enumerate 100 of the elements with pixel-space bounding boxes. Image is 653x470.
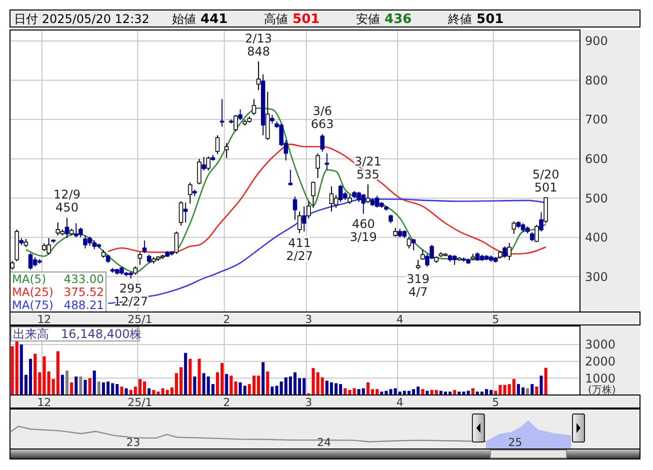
candlestick: [297, 210, 302, 234]
candlestick: [406, 236, 412, 249]
y-tick-label: 300: [585, 270, 608, 284]
candlestick: [507, 242, 512, 261]
candlestick: [220, 98, 224, 128]
x-tick-label: 4: [396, 396, 404, 409]
candlestick: [178, 200, 184, 226]
chart-title: 出来高 16,148,400株: [13, 327, 142, 341]
bar: [65, 370, 69, 395]
x-tick-label: 12: [37, 396, 52, 409]
candlestick: [502, 246, 507, 258]
y-tick-label: 2000: [585, 354, 616, 369]
x-tick-label: 5: [492, 313, 500, 326]
candlestick: [256, 60, 261, 91]
bar: [512, 379, 516, 395]
candlestick: [252, 98, 256, 116]
candlestick: [188, 182, 192, 204]
bar: [270, 386, 274, 395]
bar: [88, 378, 92, 395]
y-tick-label: 600: [585, 152, 608, 166]
chart-title: 日付 2025/05/20 12:32: [14, 12, 150, 26]
candlestick: [28, 252, 33, 270]
bar: [193, 376, 196, 395]
text: 安値 436: [356, 12, 412, 27]
bar: [530, 384, 534, 395]
bar: [266, 371, 270, 395]
x-tick-label: 2: [223, 396, 230, 409]
candlestick: [348, 194, 352, 204]
bar: [184, 352, 188, 395]
bar: [535, 386, 538, 395]
bar: [92, 370, 96, 395]
annotation: 411 2/27: [286, 236, 314, 264]
text: MA(25) 375.52: [12, 285, 104, 299]
bar: [230, 376, 233, 395]
candlestick: [320, 134, 324, 152]
bar: [198, 358, 201, 395]
x-tick-label: 3: [305, 396, 312, 409]
y-tick-label: 700: [585, 112, 608, 127]
x-tick-label: 4: [396, 313, 404, 326]
text: 始値 441: [172, 12, 228, 27]
series-label: MA(75) 488.21: [12, 298, 104, 312]
candlestick: [142, 240, 147, 254]
candlestick: [224, 142, 229, 159]
text: 高値 501: [264, 12, 320, 27]
bar: [521, 387, 525, 395]
text: 終値 501: [447, 12, 504, 27]
candlestick: [452, 254, 457, 266]
candlestick: [138, 252, 142, 266]
annotation: 460 3/19: [350, 216, 377, 244]
x-tick-label: 23: [126, 436, 140, 449]
candlestick: [215, 134, 220, 155]
candlestick: [512, 220, 516, 234]
annotation: 2/13 848: [245, 31, 272, 58]
bar: [293, 372, 297, 395]
candlestick: [534, 224, 539, 243]
annotation: 3/6 663: [310, 104, 334, 132]
bar: [188, 358, 192, 395]
annotation: 319 4/7: [406, 272, 430, 300]
annotation: 5/20 501: [532, 168, 560, 195]
candlestick: [316, 152, 320, 179]
bar: [179, 367, 183, 395]
candlestick: [539, 212, 544, 232]
y-tick-label: 500: [585, 191, 608, 206]
bar: [544, 368, 548, 395]
bar: [421, 389, 424, 395]
candlestick: [334, 194, 338, 208]
bar: [120, 386, 124, 395]
candlestick: [292, 196, 298, 220]
x-tick-label: 12: [37, 313, 52, 326]
bar: [74, 376, 78, 395]
candlestick: [366, 184, 370, 204]
candlestick: [56, 222, 60, 236]
y-axis-title: (万株): [588, 384, 616, 396]
candlestick: [238, 108, 242, 120]
bar: [70, 382, 74, 395]
candlestick: [234, 114, 238, 132]
bar: [243, 386, 246, 395]
y-tick-label: 400: [585, 230, 608, 245]
bar: [540, 376, 543, 395]
annotation: 12/9 450: [54, 188, 80, 215]
bar: [84, 380, 87, 395]
candlestick: [420, 249, 425, 260]
bar: [79, 376, 82, 395]
candlestick: [206, 156, 210, 172]
candlestick: [324, 152, 330, 170]
bar: [262, 362, 265, 395]
x-tick-label: 25: [508, 436, 522, 449]
text: MA(5) 433.00: [12, 272, 104, 286]
candlestick: [329, 186, 334, 212]
y-tick-label: 900: [585, 34, 608, 48]
y-tick-label: 1000: [585, 371, 616, 386]
candlestick: [202, 156, 206, 172]
y-tick-label: 3000: [585, 338, 616, 352]
candlestick: [530, 232, 534, 242]
candlestick: [302, 206, 306, 232]
candlestick: [520, 222, 526, 233]
candlestick: [411, 238, 416, 251]
bar: [60, 374, 64, 395]
candlestick: [64, 217, 70, 239]
bar: [15, 340, 18, 395]
